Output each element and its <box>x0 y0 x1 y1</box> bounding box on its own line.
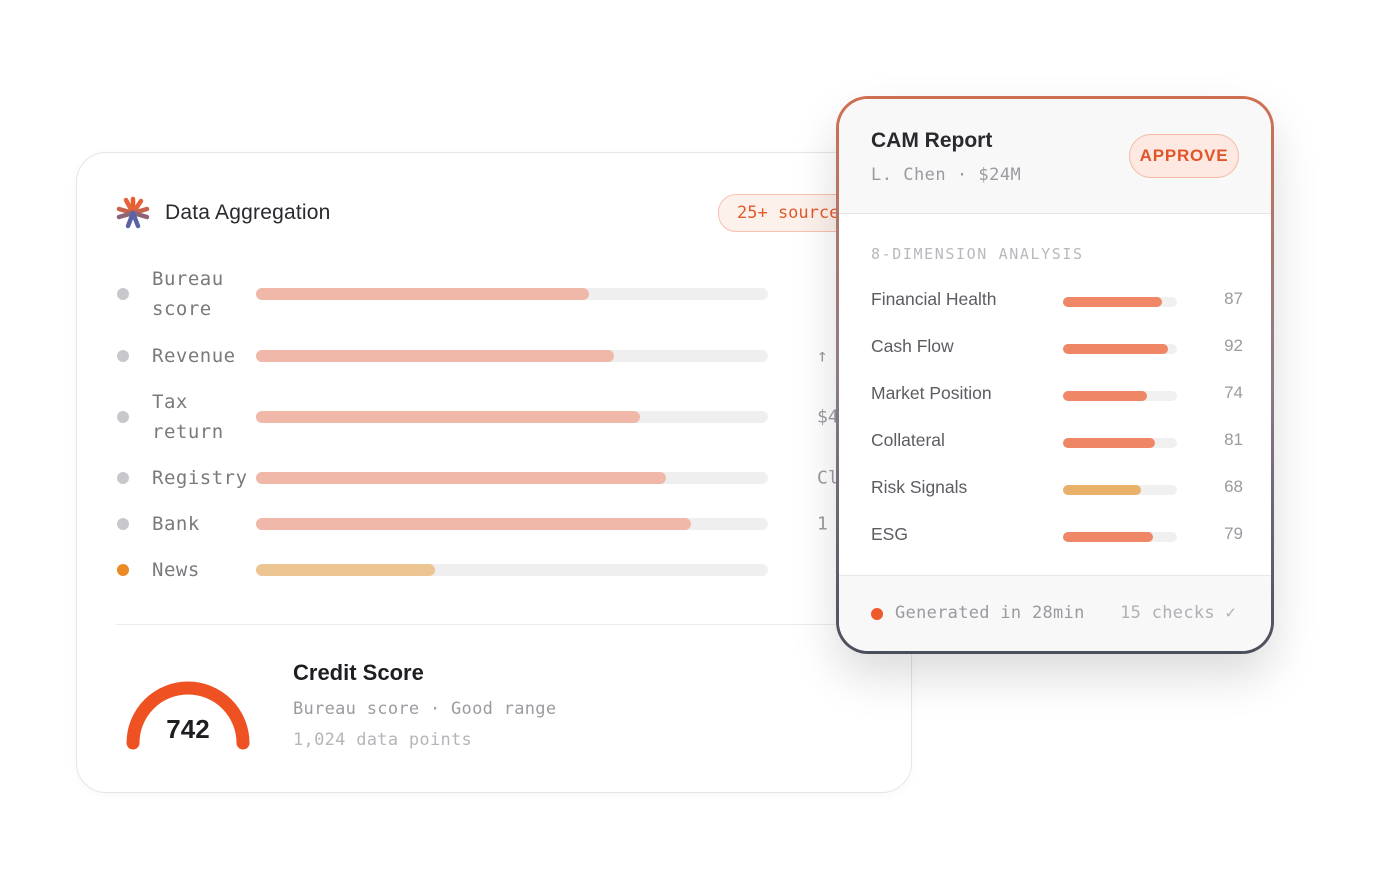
dimension-score-fill <box>1063 485 1141 495</box>
credit-score-gauge <box>126 681 250 750</box>
dimension-label: Risk Signals <box>871 477 968 497</box>
source-row: Revenue ↑ <box>117 328 911 384</box>
source-value: Cl <box>817 467 839 489</box>
status-dot-icon <box>117 472 129 484</box>
divider <box>116 624 911 625</box>
status-dot-icon <box>117 350 129 362</box>
asterisk-logo-icon <box>116 196 150 229</box>
cam-report-header: CAM Report L. Chen · $24M APPROVE <box>839 99 1271 214</box>
credit-score-value: 742 <box>166 714 210 744</box>
cam-report-footer: Generated in 28min 15 checks ✓ <box>839 575 1271 651</box>
cam-report-title: CAM Report <box>871 129 993 152</box>
dimension-score: 74 <box>1224 383 1243 402</box>
checks-count: 15 checks ✓ <box>1120 603 1236 623</box>
dimension-label: Market Position <box>871 383 992 403</box>
dimension-score-fill <box>1063 438 1156 448</box>
dimension-score-track <box>1063 391 1177 401</box>
source-progress-track <box>256 350 768 362</box>
dimension-score: 92 <box>1224 336 1243 355</box>
source-progress-fill <box>256 411 640 423</box>
status-dot-icon <box>117 518 129 530</box>
dimension-label: Cash Flow <box>871 336 954 356</box>
source-progress-fill <box>256 350 615 362</box>
source-row: Bank 1 <box>117 496 911 552</box>
credit-score-subtitle: Bureau score · Good range <box>293 699 557 719</box>
source-row: News <box>117 542 911 598</box>
credit-score-data-points: 1,024 data points <box>293 730 473 750</box>
source-progress-fill <box>256 564 436 576</box>
dimension-row: Market Position 74 <box>871 379 1243 409</box>
dimension-row: Cash Flow 92 <box>871 332 1243 362</box>
source-progress-fill <box>256 472 666 484</box>
dimension-row: Risk Signals 68 <box>871 473 1243 503</box>
source-value: 1 <box>817 513 828 535</box>
dimension-score: 81 <box>1224 430 1243 449</box>
dimension-analysis-heading: 8-DIMENSION ANALYSIS <box>871 245 1084 263</box>
source-label: Bank <box>152 513 200 535</box>
dimension-score-fill <box>1063 344 1168 354</box>
source-row: Registry Cl <box>117 450 911 506</box>
aggregation-header: Data Aggregation <box>115 195 331 231</box>
dimension-score: 79 <box>1224 524 1243 543</box>
dimension-score: 68 <box>1224 477 1243 496</box>
dimension-label: ESG <box>871 524 908 544</box>
source-progress-fill <box>256 288 589 300</box>
dimension-score-track <box>1063 485 1177 495</box>
source-label: Revenue <box>152 345 236 367</box>
dimension-row: Financial Health 87 <box>871 285 1243 315</box>
dimension-score-track <box>1063 297 1177 307</box>
source-row: Tax return $4 <box>117 389 911 445</box>
dimension-score-fill <box>1063 532 1154 542</box>
source-label: Tax return <box>152 391 224 443</box>
cam-report-card: CAM Report L. Chen · $24M APPROVE 8-DIME… <box>836 96 1274 654</box>
status-dot-icon <box>117 288 129 300</box>
dimension-score-track <box>1063 438 1177 448</box>
dimension-score-track <box>1063 532 1177 542</box>
source-value: $4 <box>817 406 839 428</box>
credit-score-title: Credit Score <box>293 660 424 685</box>
status-dot-icon <box>871 608 883 620</box>
source-row: Bureau score <box>117 266 911 322</box>
source-progress-fill <box>256 518 692 530</box>
source-progress-track <box>256 288 768 300</box>
dimension-score-fill <box>1063 297 1163 307</box>
dimension-score-fill <box>1063 391 1148 401</box>
aggregation-title: Data Aggregation <box>165 201 331 224</box>
approve-button[interactable]: APPROVE <box>1129 134 1239 178</box>
dimension-label: Collateral <box>871 430 945 450</box>
source-progress-track <box>256 472 768 484</box>
dimension-row: Collateral 81 <box>871 426 1243 456</box>
source-value: ↑ <box>817 345 828 367</box>
dimension-label: Financial Health <box>871 289 997 309</box>
source-progress-track <box>256 564 768 576</box>
data-aggregation-card: Data Aggregation 25+ sources Bureau scor… <box>76 152 912 793</box>
dimension-row: ESG 79 <box>871 520 1243 550</box>
dimension-score: 87 <box>1224 289 1243 308</box>
cam-report-subtitle: L. Chen · $24M <box>871 165 1022 185</box>
source-label: Registry <box>152 467 248 489</box>
dimension-score-track <box>1063 344 1177 354</box>
status-dot-icon <box>117 564 129 576</box>
status-dot-icon <box>117 411 129 423</box>
source-progress-track <box>256 518 768 530</box>
source-progress-track <box>256 411 768 423</box>
generated-time: Generated in 28min <box>895 603 1085 623</box>
source-label: Bureau score <box>152 268 224 320</box>
source-label: News <box>152 559 200 581</box>
